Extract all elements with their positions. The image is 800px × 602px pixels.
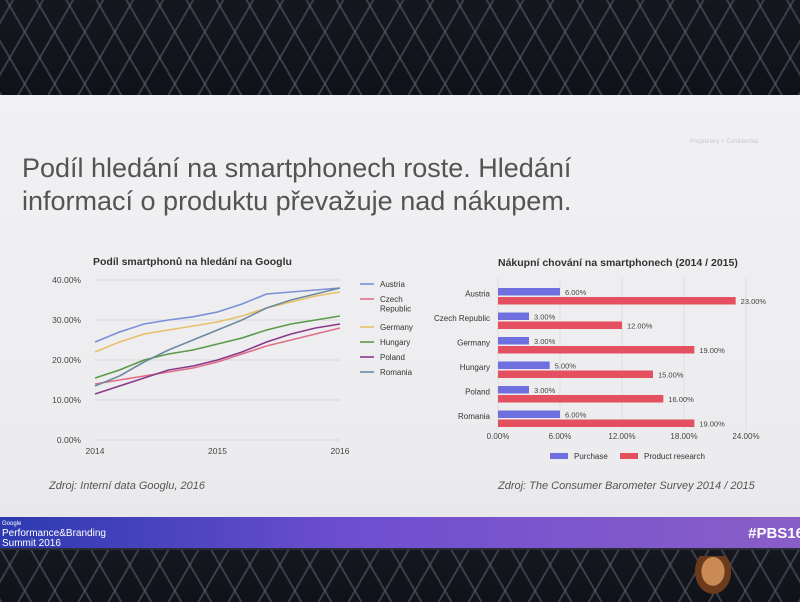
bar-chart-category-label: Hungary <box>460 363 490 372</box>
summit-logo-year: Summit 2016 <box>2 538 61 549</box>
bar-product-research <box>498 370 653 378</box>
line-series-czech-republic <box>94 327 341 385</box>
stage-truss-top <box>0 0 800 98</box>
line-chart-x-tick-label: 2014 <box>86 446 105 456</box>
bar-product-research <box>498 419 695 427</box>
bar-chart-category-label: Romania <box>458 412 491 421</box>
line-chart-source: Zdroj: Interní data Googlu, 2016 <box>49 480 205 492</box>
bar-product-research <box>498 297 736 305</box>
line-chart-title: Podíl smartphonů na hledání na Googlu <box>93 256 292 268</box>
bar-chart-x-tick-label: 6.00% <box>549 432 572 441</box>
line-legend-label: Romania <box>380 368 413 377</box>
projection-screen: Proprietary + Confidential Podíl hledání… <box>0 95 800 552</box>
bar-value-label: 5.00% <box>555 362 577 371</box>
line-chart: 0.00% 10.00% 20.00% 30.00% 40.00% 2014 2015 201… <box>52 275 413 456</box>
line-series-austria <box>94 287 341 343</box>
line-legend-label: Germany <box>380 323 413 332</box>
line-chart-y-tick-label: 0.00% <box>57 435 82 445</box>
summit-logo: Google Performance&Branding Summit 2016 <box>2 519 106 549</box>
bar-chart-x-tick-label: 12.00% <box>608 432 635 441</box>
bar-chart-x-tick-label: 0.00% <box>487 432 510 441</box>
line-legend-label: Austria <box>380 280 405 289</box>
bar-product-research <box>498 321 622 329</box>
line-series-poland <box>94 323 341 395</box>
confidential-watermark: Proprietary + Confidential <box>690 139 758 145</box>
bar-purchase <box>498 386 529 394</box>
bar-value-label: 3.00% <box>534 313 556 322</box>
bar-legend-label: Purchase <box>574 452 608 461</box>
summit-logo-name: Performance&Branding <box>2 528 106 539</box>
bar-value-label: 6.00% <box>565 411 587 420</box>
bar-product-research <box>498 395 664 403</box>
bar-chart-category-label: Austria <box>465 290 490 299</box>
bar-value-label: 15.00% <box>658 371 684 380</box>
slide-title: Podíl hledání na smartphonech roste. Hle… <box>22 152 722 218</box>
line-chart-x-tick-label: 2015 <box>208 446 227 456</box>
slide-title-line-1: Podíl hledání na smartphonech roste. Hle… <box>22 153 572 183</box>
stage-truss-bottom <box>0 548 800 602</box>
bar-value-label: 6.00% <box>565 288 587 297</box>
speaker-silhouette <box>690 556 736 600</box>
bar-purchase <box>498 361 550 369</box>
bar-purchase <box>498 410 560 418</box>
summit-logo-google: Google <box>2 521 22 527</box>
bar-value-label: 23.00% <box>741 297 767 306</box>
bar-purchase <box>498 312 529 320</box>
bar-product-research <box>498 346 695 354</box>
bar-legend-swatch <box>620 453 638 459</box>
bar-purchase <box>498 337 529 345</box>
slide-title-line-2: informací o produktu převažuje nad nákup… <box>22 186 572 216</box>
event-hashtag: #PBS16 <box>748 525 800 542</box>
bar-chart-category-label: Poland <box>465 388 490 397</box>
bar-chart-category-label: Germany <box>457 339 490 348</box>
bar-value-label: 16.00% <box>668 395 694 404</box>
line-chart-y-tick-label: 10.00% <box>52 395 81 405</box>
bar-value-label: 19.00% <box>699 420 725 429</box>
bar-chart-x-tick-label: 18.00% <box>670 432 697 441</box>
summit-footer-bar: Google Performance&Branding Summit 2016 … <box>0 517 800 552</box>
line-legend-label: Poland <box>380 353 405 362</box>
bar-value-label: 3.00% <box>534 337 556 346</box>
bar-legend-swatch <box>550 453 568 459</box>
line-series-romania <box>94 287 341 387</box>
line-chart-y-tick-label: 30.00% <box>52 315 81 325</box>
line-chart-y-tick-label: 40.00% <box>52 275 81 285</box>
bar-chart-title: Nákupní chování na smartphonech (2014 / … <box>498 257 738 269</box>
line-legend-label: Czech Republic <box>380 295 411 314</box>
line-chart-x-tick-label: 2016 <box>331 446 350 456</box>
bar-value-label: 3.00% <box>534 386 556 395</box>
bar-chart-source: Zdroj: The Consumer Barometer Survey 201… <box>498 480 755 492</box>
bar-purchase <box>498 288 560 296</box>
bar-value-label: 12.00% <box>627 322 653 331</box>
bar-chart-x-tick-label: 24.00% <box>732 432 759 441</box>
line-series-germany <box>94 291 341 353</box>
bar-chart-category-label: Czech Republic <box>434 314 490 323</box>
line-legend-label: Hungary <box>380 338 410 347</box>
line-series-hungary <box>94 315 341 379</box>
line-chart-y-tick-label: 20.00% <box>52 355 81 365</box>
bar-chart: 0.00% 6.00% 12.00% 18.00% 24.00% Austria 6.00%… <box>434 278 767 461</box>
bar-legend-label: Product research <box>644 452 705 461</box>
bar-value-label: 19.00% <box>699 346 725 355</box>
